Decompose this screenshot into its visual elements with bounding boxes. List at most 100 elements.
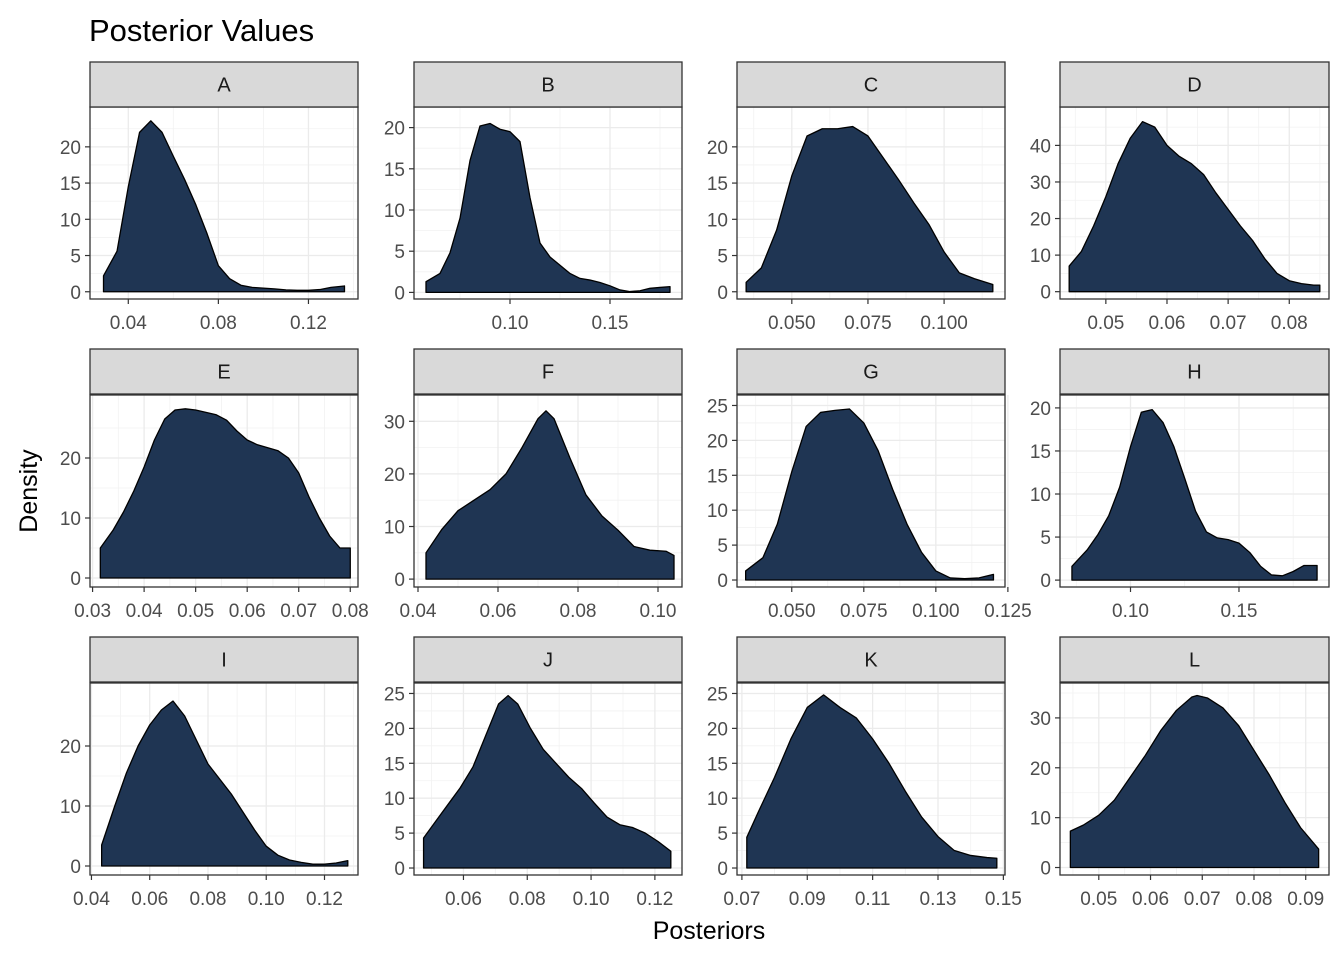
- y-tick-label: 10: [707, 789, 728, 810]
- facet-strip-label: G: [863, 362, 879, 384]
- facet-strip-label: B: [541, 75, 554, 97]
- y-tick-label: 10: [1030, 485, 1051, 506]
- facet-strip-label: D: [1187, 75, 1201, 97]
- x-tick-label: 0.04: [126, 601, 163, 622]
- facet-strip-label: F: [542, 362, 554, 384]
- facet-strip: [89, 636, 359, 683]
- facet-strip: [736, 636, 1006, 683]
- density-area-g: [745, 408, 995, 581]
- x-tick-label: 0.06: [131, 889, 168, 910]
- facet-strip: [1059, 348, 1330, 395]
- x-tick-label: 0.10: [1112, 601, 1149, 622]
- x-tick-label: 0.10: [492, 313, 529, 334]
- y-tick-label: 20: [1030, 399, 1051, 420]
- facet-panel-a: A 0.04 0.08 0.12 0 5 10 15 20: [60, 61, 359, 334]
- facet-strip-label: L: [1189, 650, 1200, 672]
- y-tick-label: 5: [717, 536, 728, 557]
- y-tick-label: 20: [60, 449, 81, 470]
- x-tick-label: 0.05: [1080, 889, 1117, 910]
- density-area-c: [745, 125, 994, 293]
- x-tick-label: 0.12: [290, 313, 327, 334]
- x-tick-label: 0.06: [445, 889, 482, 910]
- facet-strip: [1059, 636, 1330, 683]
- facet-strip-label: K: [864, 650, 878, 672]
- y-tick-label: 20: [384, 465, 405, 486]
- y-tick-label: 30: [1030, 173, 1051, 194]
- y-tick-label: 10: [60, 797, 81, 818]
- facet-strip: [736, 348, 1006, 395]
- x-tick-label: 0.13: [920, 889, 957, 910]
- x-tick-label: 0.06: [229, 601, 266, 622]
- x-tick-label: 0.08: [332, 601, 369, 622]
- density-area-e: [99, 408, 351, 579]
- density-area-b: [425, 122, 671, 294]
- y-tick-label: 15: [384, 160, 405, 181]
- y-tick-label: 10: [1030, 809, 1051, 830]
- facet-panel-l: L 0.05 0.06 0.07 0.08 0.09 0 10 20 30: [1030, 636, 1330, 910]
- density-area-h: [1071, 408, 1318, 581]
- y-tick-label: 25: [707, 684, 728, 705]
- y-tick-label: 5: [717, 824, 728, 845]
- facet-strip-label: H: [1187, 362, 1201, 384]
- x-tick-label: 0.100: [920, 313, 968, 334]
- x-tick-label: 0.07: [1184, 889, 1221, 910]
- x-tick-label: 0.11: [855, 889, 891, 910]
- panel-border: [1059, 682, 1330, 876]
- x-tick-label: 0.15: [985, 889, 1022, 910]
- x-tick-label: 0.08: [200, 313, 237, 334]
- y-tick-label: 15: [1030, 442, 1051, 463]
- x-tick-label: 0.08: [189, 889, 226, 910]
- facet-panels: A 0.04 0.08 0.12 0 5 10 15 20 B 0.10 0.15 0 5 10 15 20 C 0…: [60, 61, 1330, 910]
- y-tick-label: 15: [707, 754, 728, 775]
- facet-strip: [89, 348, 359, 395]
- y-tick-label: 0: [394, 283, 405, 304]
- y-tick-label: 0: [1040, 571, 1051, 592]
- y-tick-label: 15: [384, 754, 405, 775]
- x-axis-title: Posteriors: [653, 917, 766, 945]
- x-tick-label: 0.15: [592, 313, 629, 334]
- facet-panel-j: J 0.06 0.08 0.10 0.12 0 5 10 15 20 25: [384, 636, 683, 910]
- facet-panel-i: I 0.04 0.06 0.08 0.10 0.12 0 10 20: [60, 636, 359, 910]
- y-tick-label: 20: [60, 737, 81, 758]
- density-area-a: [102, 120, 346, 293]
- x-tick-label: 0.15: [1220, 601, 1257, 622]
- facet-strip: [413, 348, 683, 395]
- panel-border: [736, 682, 1006, 876]
- y-tick-label: 25: [707, 396, 728, 417]
- y-tick-label: 5: [717, 247, 728, 268]
- y-tick-label: 10: [1030, 246, 1051, 267]
- x-tick-label: 0.09: [789, 889, 826, 910]
- y-tick-label: 20: [707, 431, 728, 452]
- density-area-f: [425, 410, 675, 580]
- chart-title: Posterior Values: [89, 13, 314, 48]
- y-tick-label: 25: [384, 684, 405, 705]
- facet-panel-g: G 0.050 0.075 0.100 0.125 0 5 10 15 20 25: [707, 348, 1032, 622]
- y-tick-label: 0: [1040, 859, 1051, 880]
- x-tick-label: 0.12: [306, 889, 343, 910]
- y-tick-label: 0: [394, 859, 405, 880]
- y-tick-label: 10: [707, 501, 728, 522]
- y-tick-label: 20: [707, 719, 728, 740]
- x-tick-label: 0.06: [480, 601, 517, 622]
- facet-panel-f: F 0.04 0.06 0.08 0.10 0 10 20 30: [384, 348, 683, 622]
- y-tick-label: 0: [717, 283, 728, 304]
- x-tick-label: 0.06: [1148, 313, 1185, 334]
- facet-panel-b: B 0.10 0.15 0 5 10 15 20: [384, 61, 683, 334]
- y-tick-label: 20: [1030, 759, 1051, 780]
- facet-panel-d: D 0.05 0.06 0.07 0.08 0 10 20 30 40: [1030, 61, 1330, 334]
- panel-border: [89, 682, 359, 876]
- panel-border: [413, 394, 683, 588]
- x-tick-label: 0.12: [636, 889, 673, 910]
- x-tick-label: 0.075: [844, 313, 892, 334]
- x-tick-label: 0.125: [984, 601, 1032, 622]
- y-tick-label: 30: [1030, 709, 1051, 730]
- y-tick-label: 10: [384, 518, 405, 539]
- y-tick-label: 0: [717, 571, 728, 592]
- density-area-d: [1068, 120, 1321, 293]
- y-tick-label: 5: [1040, 528, 1051, 549]
- y-tick-label: 5: [70, 247, 81, 268]
- panel-border: [89, 394, 359, 588]
- x-tick-label: 0.050: [768, 313, 816, 334]
- facet-strip-label: C: [864, 75, 878, 97]
